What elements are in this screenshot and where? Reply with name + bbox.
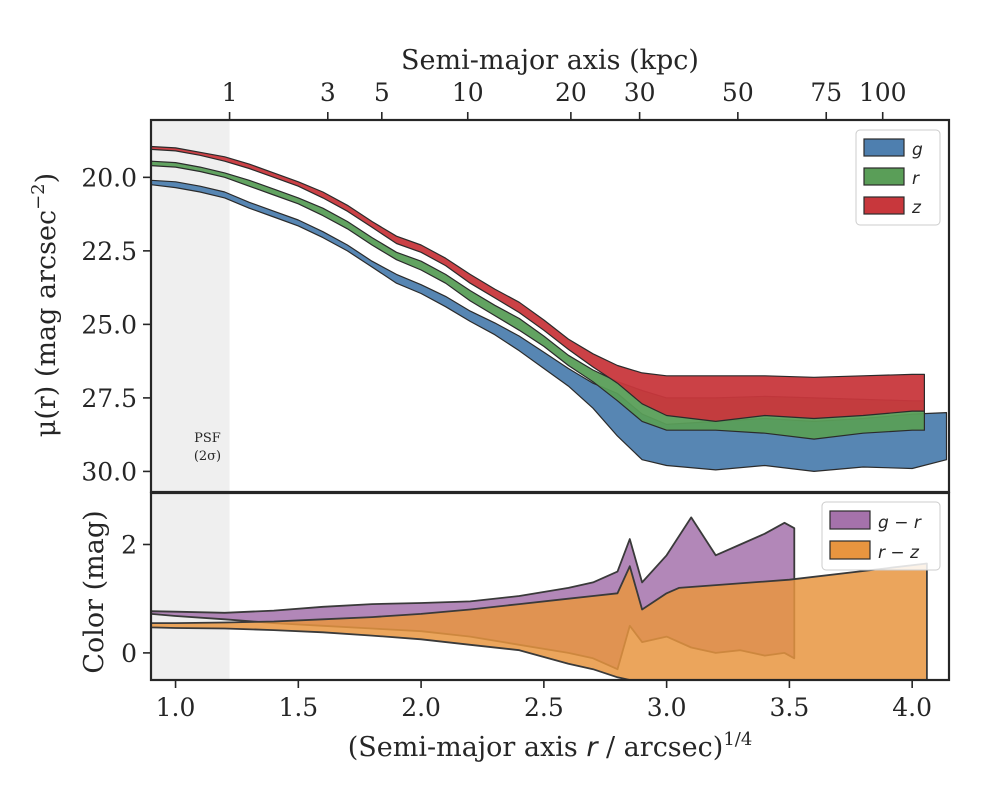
x-tick-label: 3.0 [647,693,687,722]
top-x-tick-label: 5 [374,78,390,107]
y-tick-label: 25.0 [81,310,137,339]
psf-label: PSF [194,431,221,446]
surface-brightness-series [151,145,948,472]
top-x-tick-label: 10 [452,78,484,107]
legend-swatch-g-minus-r [829,510,871,530]
y-axis-ticks: 20.0 22.5 25.0 27.5 30.0 [81,163,151,486]
legend-swatch-r [863,167,905,186]
y-axis-title: μ(r) (mag arcsec−2) [28,173,62,437]
top-axis-title: Semi-major axis (kpc) [401,45,699,76]
top-x-tick-label: 1 [222,78,238,107]
legend-swatch-z [863,196,905,215]
color-series [151,516,928,680]
top-x-tick-label: 50 [722,78,754,107]
color-y-axis-ticks: 02 [121,530,151,668]
top-x-tick-label: 100 [859,78,907,107]
bottom-panel-frame [149,491,951,682]
legend-label-g-minus-r: g − r [878,513,922,533]
color-y-tick-label: 0 [121,639,137,668]
y-tick-label: 27.5 [81,384,137,413]
color-r-minus-z-area [151,562,928,680]
legend-label-r-minus-z: r − z [878,543,920,563]
x-tick-label: 3.5 [770,693,810,722]
x-tick-label: 2.5 [524,693,564,722]
band-z-area [151,145,925,422]
color-y-axis-title: Color (mag) [79,510,110,673]
legend-label-g: g [912,140,923,160]
top-x-tick-label: 30 [624,78,656,107]
x-tick-label: 4.0 [892,693,932,722]
legend-label-z: z [911,198,922,218]
x-axis-title: (Semi-major axis r / arcsec)1/4 [348,729,753,763]
x-tick-label: 2.0 [401,693,441,722]
y-tick-label: 20.0 [81,163,137,192]
y-tick-label: 22.5 [81,237,137,266]
psf-label-sigma: (2σ) [194,449,221,464]
top-x-tick-label: 20 [555,78,587,107]
legend-label-r: r [912,169,920,189]
band-legend: grz [855,129,941,226]
color-y-tick-label: 2 [121,530,137,559]
psf-region-color [151,493,230,680]
y-tick-label: 30.0 [81,457,137,486]
band-g-area [151,179,948,472]
legend-swatch-r-minus-z [829,540,871,560]
surface-brightness-panel: PSF (2σ) 20.0 22.5 25.0 27.5 30.0 1 3 5 10 20 30 5… [81,78,951,494]
top-x-tick-label: 75 [810,78,842,107]
color-panel: 02 1.0 1.5 2.0 2.5 3.0 3.5 4.0 g − rr − z [121,491,951,722]
top-x-tick-label: 3 [320,78,336,107]
x-tick-label: 1.5 [278,693,318,722]
top-x-axis-ticks: 1 3 5 10 20 30 50 75 100 [222,78,907,120]
legend-swatch-g [863,138,905,157]
color-legend: g − r r − z [821,501,941,571]
x-tick-label: 1.0 [156,693,196,722]
x-axis-ticks: 1.0 1.5 2.0 2.5 3.0 3.5 4.0 [156,680,932,722]
